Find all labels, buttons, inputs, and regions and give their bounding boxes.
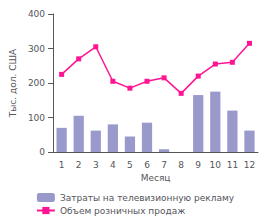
svg-text:2: 2 xyxy=(76,160,82,170)
svg-text:12: 12 xyxy=(244,160,255,170)
svg-text:9: 9 xyxy=(195,160,201,170)
svg-text:0: 0 xyxy=(39,147,45,157)
svg-text:7: 7 xyxy=(161,160,167,170)
svg-text:400: 400 xyxy=(28,9,45,19)
svg-text:4: 4 xyxy=(110,160,116,170)
svg-text:3: 3 xyxy=(93,160,99,170)
svg-text:Месяц: Месяц xyxy=(141,173,171,183)
svg-text:8: 8 xyxy=(178,160,184,170)
svg-text:11: 11 xyxy=(227,160,238,170)
svg-text:100: 100 xyxy=(28,113,45,123)
svg-text:300: 300 xyxy=(28,44,45,54)
svg-text:1: 1 xyxy=(59,160,65,170)
svg-text:6: 6 xyxy=(144,160,150,170)
svg-text:200: 200 xyxy=(28,78,45,88)
svg-text:Затраты на телевизионную рекла: Затраты на телевизионную рекламу xyxy=(60,193,235,203)
svg-text:Объем розничных продаж: Объем розничных продаж xyxy=(60,206,185,216)
svg-text:10: 10 xyxy=(210,160,222,170)
svg-text:5: 5 xyxy=(127,160,133,170)
svg-text:Тыс. дол. США: Тыс. дол. США xyxy=(8,48,18,118)
